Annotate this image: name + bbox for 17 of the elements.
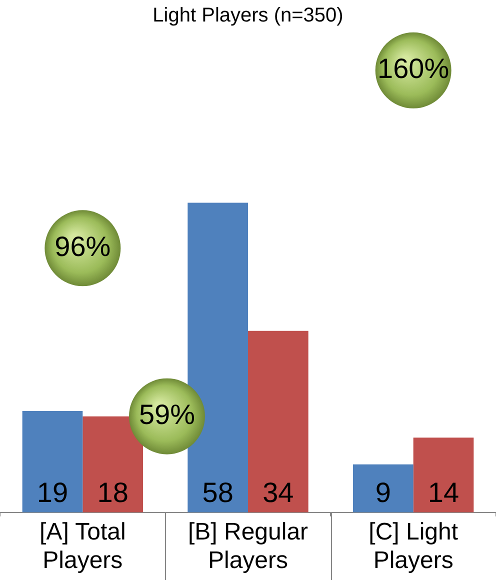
x-tick-label: [C] Light Players	[368, 518, 458, 574]
annotation: 59%	[138, 399, 196, 430]
data-label: 14	[428, 477, 460, 508]
bar	[22, 410, 83, 512]
data-label: 34	[262, 477, 294, 508]
bar	[248, 330, 308, 512]
data-label: 18	[97, 477, 128, 508]
bar	[352, 464, 414, 512]
x-tick-label: [B] Regular Players	[188, 518, 308, 574]
data-label: 58	[202, 477, 234, 508]
x-tick-label: [A] Total Players	[40, 518, 126, 574]
data-label: 19	[36, 477, 68, 508]
text: 160%	[378, 53, 450, 84]
chart-title: Light Players (n=350)	[152, 4, 344, 27]
annotation: 96%	[54, 230, 111, 262]
data-label: 9	[375, 477, 391, 508]
bar	[413, 438, 474, 512]
